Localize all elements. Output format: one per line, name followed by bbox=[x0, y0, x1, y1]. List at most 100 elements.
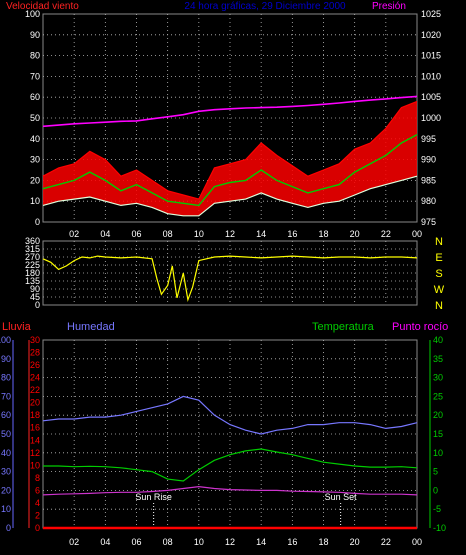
rain-tick-label: 20 bbox=[30, 398, 40, 408]
sun-events: Sun Rise Sun Set bbox=[135, 492, 357, 526]
wind-tick-label: 20 bbox=[30, 175, 40, 185]
wind-max-line bbox=[42, 100, 418, 200]
pressure-axis: 975 980 985 990 995 1000 1005 1010 1015 1020 1025 bbox=[421, 9, 441, 227]
rain-tick-label: 18 bbox=[30, 410, 40, 420]
wind-min-line bbox=[42, 175, 418, 217]
time-tick-label: 14 bbox=[256, 537, 266, 547]
sun-event-label: Sun Set bbox=[325, 492, 358, 502]
time-tick-label: 12 bbox=[225, 537, 235, 547]
pressure-tick-label: 1020 bbox=[421, 30, 441, 40]
wind-tick-label: 80 bbox=[30, 51, 40, 61]
temperature-tick-label: -5 bbox=[433, 504, 441, 514]
time-tick-label: 20 bbox=[350, 537, 360, 547]
pressure-tick-label: 1015 bbox=[421, 51, 441, 61]
direction-tick-label: 360 bbox=[25, 236, 40, 246]
rain-tick-label: 8 bbox=[35, 473, 40, 483]
time-tick-label: 22 bbox=[381, 537, 391, 547]
rain-tick-label: 22 bbox=[30, 385, 40, 395]
time-tick-label: 06 bbox=[131, 229, 141, 239]
compass-label: N bbox=[435, 236, 443, 248]
time-tick-label: 20 bbox=[350, 229, 360, 239]
time-tick-label: 18 bbox=[318, 537, 328, 547]
wind-title: Velocidad viento bbox=[6, 1, 79, 12]
pressure-tick-label: 1025 bbox=[421, 9, 441, 19]
rain-tick-label: 10 bbox=[30, 460, 40, 470]
direction-tick-label: 225 bbox=[25, 260, 40, 270]
time-tick-label: 02 bbox=[69, 229, 79, 239]
time-tick-label: 16 bbox=[287, 537, 297, 547]
legend-dewpoint: Punto rocío bbox=[392, 321, 448, 333]
wind-tick-label: 60 bbox=[30, 92, 40, 102]
temperature-tick-label: 15 bbox=[433, 429, 443, 439]
time-tick-label: 22 bbox=[381, 229, 391, 239]
compass-label: N bbox=[435, 300, 443, 312]
wind-speed-axis: 0 10 20 30 40 50 60 70 80 90 100 bbox=[25, 9, 40, 227]
temperature-tick-label: 35 bbox=[433, 354, 443, 364]
wind-avg-line bbox=[42, 133, 418, 207]
rain-tick-label: 14 bbox=[30, 435, 40, 445]
pressure-tick-label: 980 bbox=[421, 196, 436, 206]
time-tick-label: 00 bbox=[412, 229, 422, 239]
direction-grid bbox=[43, 241, 417, 305]
pressure-tick-label: 1000 bbox=[421, 113, 441, 123]
wind-tick-label: 70 bbox=[30, 71, 40, 81]
pressure-tick-label: 995 bbox=[421, 134, 436, 144]
rain-tick-label: 28 bbox=[30, 348, 40, 358]
temperature-tick-label: 20 bbox=[433, 410, 443, 420]
weather-series bbox=[42, 395, 418, 530]
direction-tick-label: 315 bbox=[25, 244, 40, 254]
direction-tick-label: 135 bbox=[25, 276, 40, 286]
wind-time-axis: 02 04 06 08 10 12 14 16 18 20 22 00 bbox=[69, 229, 422, 239]
rain-tick-label: 24 bbox=[30, 373, 40, 383]
temperature-tick-label: 0 bbox=[433, 485, 438, 495]
time-tick-label: 08 bbox=[163, 229, 173, 239]
direction-tick-label: 45 bbox=[30, 292, 40, 302]
chart-subtitle: 24 hora gráficas, 29 Diciembre 2000 bbox=[184, 1, 346, 12]
pressure-tick-label: 1010 bbox=[421, 71, 441, 81]
rain-tick-label: 0 bbox=[35, 523, 40, 533]
rain-tick-label: 6 bbox=[35, 485, 40, 495]
temperature-line bbox=[43, 448, 418, 482]
wind-tick-label: 100 bbox=[25, 9, 40, 19]
time-tick-label: 04 bbox=[100, 229, 110, 239]
humidity-tick-label: 70 bbox=[1, 391, 11, 401]
temperature-tick-label: 10 bbox=[433, 448, 443, 458]
time-tick-label: 00 bbox=[412, 537, 422, 547]
wind-tick-label: 40 bbox=[30, 134, 40, 144]
time-tick-label: 16 bbox=[287, 229, 297, 239]
humidity-tick-label: 60 bbox=[1, 410, 11, 420]
weather-grid bbox=[43, 340, 417, 528]
rain-tick-label: 30 bbox=[30, 335, 40, 345]
rain-tick-label: 2 bbox=[35, 510, 40, 520]
time-tick-label: 10 bbox=[194, 229, 204, 239]
humidity-tick-label: 40 bbox=[1, 448, 11, 458]
humidity-tick-label: 0 bbox=[6, 523, 11, 533]
humidity-tick-label: 50 bbox=[1, 429, 11, 439]
pressure-tick-label: 1005 bbox=[421, 92, 441, 102]
direction-tick-label: 90 bbox=[30, 284, 40, 294]
wind-tick-label: 0 bbox=[35, 217, 40, 227]
weather-time-axis: 02 04 06 08 10 12 14 16 18 20 22 00 bbox=[69, 537, 422, 547]
direction-tick-label: 270 bbox=[25, 252, 40, 262]
humidity-tick-label: 30 bbox=[1, 467, 11, 477]
time-tick-label: 02 bbox=[69, 537, 79, 547]
compass-label: W bbox=[434, 284, 445, 296]
time-tick-label: 08 bbox=[163, 537, 173, 547]
temperature-tick-label: 5 bbox=[433, 467, 438, 477]
time-tick-label: 18 bbox=[318, 229, 328, 239]
rain-tick-label: 26 bbox=[30, 360, 40, 370]
humidity-tick-label: 90 bbox=[1, 354, 11, 364]
temperature-tick-label: 40 bbox=[433, 335, 443, 345]
wind-range-area bbox=[43, 101, 417, 216]
wind-tick-label: 30 bbox=[30, 155, 40, 165]
rain-tick-label: 12 bbox=[30, 448, 40, 458]
time-tick-label: 10 bbox=[194, 537, 204, 547]
wind-tick-label: 90 bbox=[30, 30, 40, 40]
dewpoint-line bbox=[42, 485, 418, 496]
pressure-tick-label: 975 bbox=[421, 217, 436, 227]
wind-tick-label: 10 bbox=[30, 196, 40, 206]
